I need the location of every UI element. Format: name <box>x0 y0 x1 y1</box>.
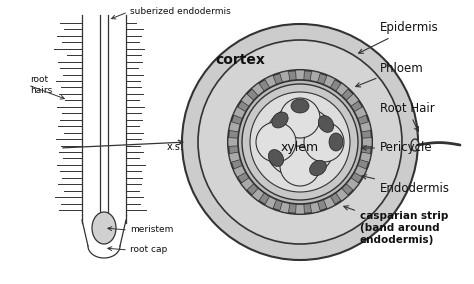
Polygon shape <box>252 83 264 96</box>
Polygon shape <box>241 178 254 190</box>
Polygon shape <box>265 75 277 88</box>
Polygon shape <box>265 196 277 209</box>
Ellipse shape <box>268 150 283 166</box>
Text: meristem: meristem <box>130 225 173 235</box>
Ellipse shape <box>329 133 343 151</box>
Ellipse shape <box>92 212 116 244</box>
Text: cortex: cortex <box>215 53 265 67</box>
Text: root
hairs: root hairs <box>30 75 52 95</box>
Polygon shape <box>359 122 371 132</box>
Circle shape <box>264 106 336 178</box>
Text: suberized endodermis: suberized endodermis <box>130 7 231 16</box>
Polygon shape <box>310 201 320 213</box>
Polygon shape <box>323 75 335 88</box>
Circle shape <box>228 70 372 214</box>
Polygon shape <box>359 152 371 162</box>
Text: root cap: root cap <box>130 245 167 254</box>
Polygon shape <box>233 107 246 119</box>
Polygon shape <box>241 94 254 106</box>
Polygon shape <box>336 188 348 201</box>
Ellipse shape <box>310 160 327 176</box>
Text: Phloem: Phloem <box>356 62 424 87</box>
Polygon shape <box>346 178 359 190</box>
Circle shape <box>238 80 362 204</box>
Circle shape <box>182 24 418 260</box>
Polygon shape <box>310 71 320 83</box>
Text: Root Hair: Root Hair <box>380 101 435 131</box>
Ellipse shape <box>291 99 309 113</box>
Circle shape <box>242 84 358 200</box>
Text: Pericycle: Pericycle <box>362 141 433 154</box>
Polygon shape <box>280 201 290 213</box>
Circle shape <box>280 146 320 186</box>
Polygon shape <box>354 165 367 177</box>
Text: casparian strip
(band around
endodermis): casparian strip (band around endodermis) <box>344 206 448 245</box>
Circle shape <box>304 122 344 162</box>
Polygon shape <box>296 204 304 214</box>
Polygon shape <box>228 137 238 147</box>
Polygon shape <box>354 107 367 119</box>
Ellipse shape <box>272 112 288 128</box>
Polygon shape <box>233 165 246 177</box>
Circle shape <box>250 92 350 192</box>
Text: Epidermis: Epidermis <box>359 22 439 53</box>
Polygon shape <box>280 71 290 83</box>
Polygon shape <box>323 196 335 209</box>
Polygon shape <box>296 70 304 80</box>
Polygon shape <box>229 152 240 162</box>
Polygon shape <box>229 122 240 132</box>
Circle shape <box>198 40 402 244</box>
Polygon shape <box>346 94 359 106</box>
Text: xylem: xylem <box>281 141 319 154</box>
Ellipse shape <box>411 139 419 151</box>
Text: x.s.: x.s. <box>166 142 183 152</box>
Polygon shape <box>362 137 372 147</box>
Ellipse shape <box>319 116 334 132</box>
Polygon shape <box>336 83 348 96</box>
Polygon shape <box>252 188 264 201</box>
Text: Endodermis: Endodermis <box>362 175 450 195</box>
Circle shape <box>280 98 320 138</box>
Circle shape <box>256 122 296 162</box>
